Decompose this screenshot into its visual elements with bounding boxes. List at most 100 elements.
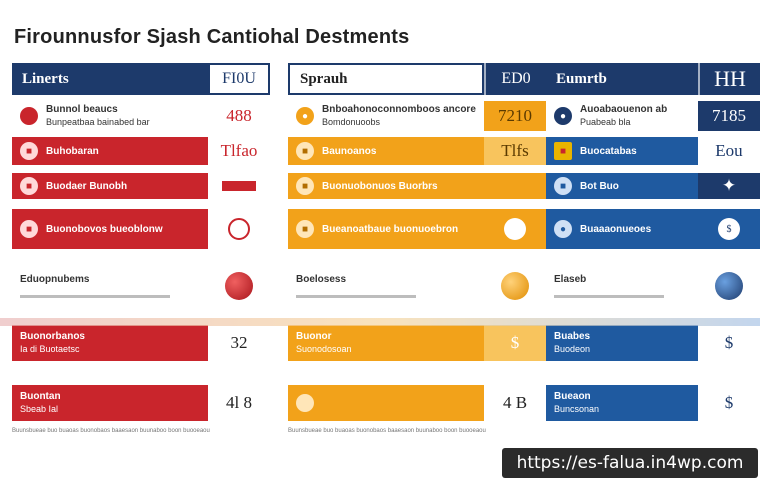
table-row: ■ Buocatabas Eou bbox=[546, 137, 760, 165]
column-header-label: Eumrtb bbox=[546, 63, 698, 95]
row-value: 488 bbox=[208, 101, 270, 131]
text-line bbox=[20, 295, 170, 298]
bar-icon bbox=[222, 181, 256, 191]
row-value: $ bbox=[484, 325, 546, 361]
square-icon: ■ bbox=[20, 220, 38, 238]
column-red: Linerts FI0U Bunnol beaucs Bunpeatbaa bai… bbox=[12, 63, 270, 435]
row-title: Auoabaouenon ab bbox=[580, 104, 668, 115]
table-row: Bunnol beaucs Bunpeatbaa bainabed bar 488 bbox=[12, 101, 270, 131]
row-title: Baunoanos bbox=[322, 145, 377, 157]
column-header-label: Linerts bbox=[12, 63, 208, 95]
column-header: Eumrtb HH bbox=[546, 63, 760, 95]
circle-icon: ● bbox=[554, 107, 572, 125]
table-row: Elaseb bbox=[546, 263, 760, 309]
table-row: ■ Buonobovos bueoblonw bbox=[12, 209, 270, 249]
table-row: ■ Bueanoatbaue buonuoebron bbox=[288, 209, 546, 249]
row-value-cell: ✦ bbox=[698, 173, 760, 199]
text-line bbox=[554, 295, 664, 298]
row-sub: Bomdonuoobs bbox=[322, 117, 381, 127]
fine-print: Buunsbueae buo buaoas buonobaos baaesaon… bbox=[12, 428, 210, 434]
table-row: Buonor Suonodosoan $ bbox=[288, 325, 546, 361]
circle-icon: ● bbox=[296, 107, 314, 125]
row-sub: Suonodosoan bbox=[296, 344, 352, 354]
row-title: Bnboahonoconnomboos ancore bbox=[322, 104, 476, 115]
row-value-cell bbox=[484, 263, 546, 309]
row-title: Buonor bbox=[296, 331, 332, 342]
circle-icon bbox=[504, 218, 526, 240]
table-row: Buontan Sbeab Ial 4l 8 bbox=[12, 385, 270, 421]
square-icon: ■ bbox=[554, 177, 572, 195]
row-sub: Buncsonan bbox=[554, 404, 600, 414]
row-sub: Puabeab bla bbox=[580, 117, 631, 127]
row-title: Eduopnubems bbox=[20, 274, 90, 285]
column-header-side: FI0U bbox=[208, 63, 270, 95]
url-badge[interactable]: https://es-falua.in4wp.com bbox=[502, 448, 758, 478]
table-row: ■ Bot Buo ✦ bbox=[546, 173, 760, 199]
url-text[interactable]: https://es-falua.in4wp.com bbox=[516, 453, 744, 473]
row-title: Buocatabas bbox=[580, 145, 637, 157]
row-value: Eou bbox=[698, 137, 760, 165]
row-sub: Bunpeatbaa bainabed bar bbox=[46, 117, 150, 127]
circle-icon bbox=[296, 394, 314, 412]
row-value-cell bbox=[208, 173, 270, 199]
text-line bbox=[296, 295, 416, 298]
column-header-label: Sprauh bbox=[288, 63, 484, 95]
row-value: $ bbox=[698, 325, 760, 361]
row-title: Bueanoatbaue buonuoebron bbox=[322, 223, 459, 235]
row-value-cell bbox=[208, 263, 270, 309]
row-title: Buonobovos bueoblonw bbox=[46, 223, 163, 235]
row-value: 4l 8 bbox=[208, 385, 270, 421]
column-blue: Eumrtb HH ● Auoabaouenon ab Puabeab bla 7… bbox=[546, 63, 760, 435]
table-row: Boelosess bbox=[288, 263, 546, 309]
row-value-cell: $ bbox=[698, 209, 760, 249]
row-title: Buhobaran bbox=[46, 145, 99, 157]
table-row: Buonorbanos Ia di Buotaetsc 32 bbox=[12, 325, 270, 361]
row-title: Boelosess bbox=[296, 274, 347, 285]
separator-bar bbox=[0, 318, 760, 326]
table-row: Buabes Buodeon $ bbox=[546, 325, 760, 361]
table-row: 4 B bbox=[288, 385, 546, 421]
circle-icon bbox=[228, 218, 250, 240]
table-row: ● Auoabaouenon ab Puabeab bla 7185 bbox=[546, 101, 760, 131]
table-row: ■ Buonuobonuos Buorbrs bbox=[288, 173, 546, 199]
square-icon: ■ bbox=[20, 177, 38, 195]
table-row: ■ Buhobaran Tlfao bbox=[12, 137, 270, 165]
row-title: Buontan bbox=[20, 391, 61, 402]
column-orange: Sprauh ED0 ● Bnboahonoconnomboos ancore B… bbox=[288, 63, 546, 435]
table-row: Eduopnubems bbox=[12, 263, 270, 309]
table-row: ■ Buodaer Bunobh bbox=[12, 173, 270, 199]
ball-icon bbox=[501, 272, 529, 300]
table-row: Bueaon Buncsonan $ bbox=[546, 385, 760, 421]
row-title: Buodaer Bunobh bbox=[46, 180, 128, 192]
row-title: Buonorbanos bbox=[20, 331, 85, 342]
row-sub: Buodeon bbox=[554, 344, 591, 354]
row-title: Buaaaonueoes bbox=[580, 223, 652, 235]
row-title: Buabes bbox=[554, 331, 591, 342]
circle-icon bbox=[20, 107, 38, 125]
row-value: 32 bbox=[208, 325, 270, 361]
row-value: 7210 bbox=[484, 101, 546, 131]
column-header: Sprauh ED0 bbox=[288, 63, 546, 95]
row-sub: Sbeab Ial bbox=[20, 404, 59, 414]
column-header-side: ED0 bbox=[484, 63, 546, 95]
circle-icon: $ bbox=[718, 218, 740, 240]
fine-print: Buunsbueae buo buaoas buonobaos baaesaon… bbox=[288, 428, 486, 434]
row-value-cell bbox=[208, 209, 270, 249]
row-value: 7185 bbox=[698, 101, 760, 131]
square-icon: ■ bbox=[296, 220, 314, 238]
row-title: Bot Buo bbox=[580, 180, 619, 192]
row-title: Bueaon bbox=[554, 391, 591, 402]
row-value-cell bbox=[484, 173, 546, 199]
table-row: ● Buaaaonueoes $ bbox=[546, 209, 760, 249]
square-icon: ■ bbox=[20, 142, 38, 160]
column-header-side: HH bbox=[698, 63, 760, 95]
square-icon: ■ bbox=[296, 177, 314, 195]
row-title: Buonuobonuos Buorbrs bbox=[322, 180, 438, 192]
row-value: $ bbox=[698, 385, 760, 421]
square-icon: ■ bbox=[296, 142, 314, 160]
table-row: ■ Baunoanos Tlfs bbox=[288, 137, 546, 165]
row-sub: Ia di Buotaetsc bbox=[20, 344, 80, 354]
row-value: Tlfao bbox=[208, 137, 270, 165]
row-title: Bunnol beaucs bbox=[46, 104, 118, 115]
circle-icon: ● bbox=[554, 220, 572, 238]
